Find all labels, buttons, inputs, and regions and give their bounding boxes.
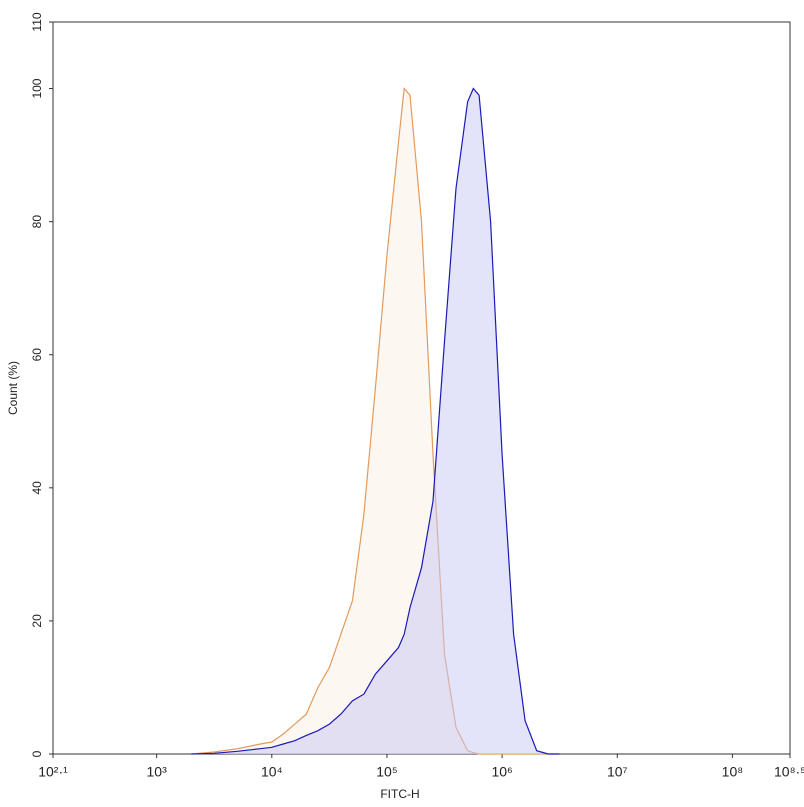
y-tick-label: 40: [30, 481, 44, 495]
y-tick-label: 110: [30, 12, 44, 31]
x-tick-label: 10⁸·⁵: [774, 764, 804, 780]
x-tick-label: 10²·¹: [38, 764, 68, 780]
series-area: [191, 88, 560, 754]
x-tick-label: 10⁵: [376, 764, 397, 780]
x-tick-label: 10⁶: [491, 764, 512, 780]
y-tick-label: 0: [30, 750, 44, 757]
x-tick-label: 10⁴: [261, 764, 283, 780]
x-tick-label: 10⁷: [607, 764, 628, 780]
series-line: [191, 87, 560, 755]
y-tick-label: 60: [30, 348, 44, 362]
x-axis-label: FITC-H: [380, 787, 419, 801]
x-tick-label: 10⁸: [722, 764, 744, 780]
y-tick-label: 80: [30, 215, 44, 229]
x-tick-label: 10³: [147, 764, 168, 780]
y-tick-label: 20: [30, 614, 44, 628]
y-tick-label: 100: [30, 78, 44, 98]
y-axis-label: Count (%): [6, 361, 20, 415]
series-area: [191, 88, 560, 754]
